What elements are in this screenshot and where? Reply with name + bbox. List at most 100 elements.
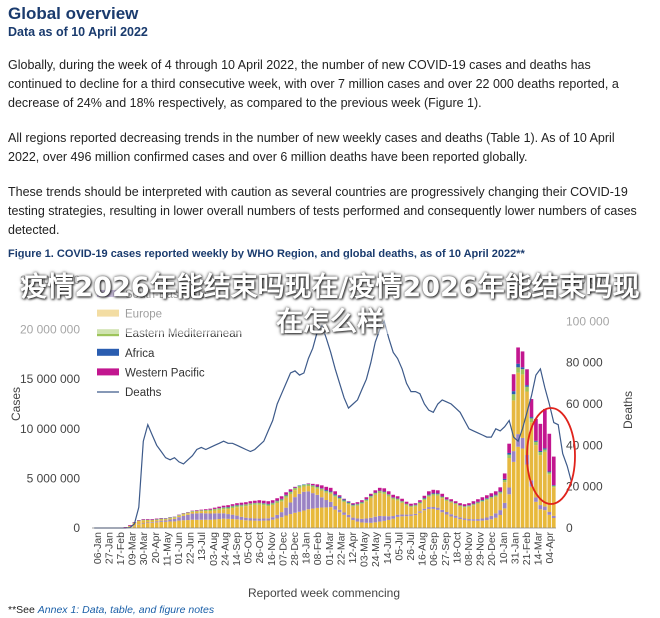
- bar-south-east-asia: [279, 512, 284, 518]
- bar-europe: [489, 498, 494, 516]
- bar-africa: [493, 494, 498, 496]
- bar-western-pacific: [377, 487, 382, 491]
- bar-africa: [431, 493, 436, 495]
- bar-eastern-mediterranean: [181, 513, 186, 515]
- bar-western-pacific: [458, 503, 462, 506]
- bar-americas: [261, 520, 266, 528]
- bar-europe: [190, 511, 195, 514]
- bar-western-pacific: [279, 496, 284, 499]
- paragraph-weekly-trend: Globally, during the week of 4 through 1…: [8, 58, 619, 110]
- bar-americas: [520, 448, 525, 528]
- bar-europe: [453, 504, 458, 516]
- bar-eastern-mediterranean: [404, 504, 409, 506]
- bar-europe: [279, 501, 284, 513]
- bar-americas: [498, 514, 503, 528]
- annex-link[interactable]: Annex 1: Data, table, and figure notes: [37, 604, 215, 616]
- bar-eastern-mediterranean: [235, 505, 239, 508]
- bar-europe: [485, 500, 489, 518]
- bar-americas: [181, 520, 186, 528]
- bar-africa: [435, 493, 440, 495]
- bar-europe: [431, 495, 436, 507]
- bar-europe: [480, 501, 485, 519]
- bar-americas: [489, 519, 494, 528]
- bar-americas: [476, 520, 480, 528]
- bar-americas: [471, 520, 476, 528]
- bar-western-pacific: [342, 498, 346, 500]
- bar-western-pacific: [270, 500, 275, 503]
- bar-europe: [355, 505, 360, 519]
- bar-south-east-asia: [453, 515, 458, 518]
- bar-western-pacific: [422, 495, 427, 499]
- bar-americas: [529, 486, 534, 528]
- bar-europe: [257, 504, 262, 519]
- x-axis-label: Reported week commencing: [248, 586, 400, 600]
- bar-eastern-mediterranean: [422, 498, 427, 500]
- bar-americas: [400, 516, 404, 528]
- bar-eastern-mediterranean: [328, 492, 333, 494]
- y-tick-label: 0: [73, 521, 80, 535]
- bar-eastern-mediterranean: [467, 505, 471, 507]
- bar-south-east-asia: [190, 513, 195, 520]
- paragraph-caution-note: These trends should be interpreted with …: [8, 185, 637, 237]
- bar-eastern-mediterranean: [538, 451, 543, 456]
- bar-americas: [360, 522, 364, 528]
- bar-south-east-asia: [150, 522, 155, 523]
- bar-south-east-asia: [498, 510, 503, 515]
- bar-africa: [418, 501, 422, 503]
- bar-americas: [297, 511, 302, 528]
- bar-africa: [288, 491, 293, 493]
- bar-americas: [257, 520, 262, 528]
- bar-africa: [422, 498, 427, 499]
- bar-south-east-asia: [382, 516, 387, 521]
- bar-eastern-mediterranean: [230, 506, 235, 508]
- bar-europe: [154, 520, 159, 522]
- bar-americas: [244, 520, 248, 528]
- bar-americas: [355, 521, 360, 528]
- bar-americas: [377, 521, 382, 528]
- bar-americas: [145, 523, 150, 528]
- bar-eastern-mediterranean: [400, 501, 404, 503]
- bar-eastern-mediterranean: [346, 502, 351, 505]
- x-tick-label: 21-Feb: [521, 532, 533, 565]
- bar-south-east-asia: [324, 500, 329, 508]
- bar-western-pacific: [534, 418, 538, 441]
- bar-western-pacific: [253, 500, 257, 503]
- bar-western-pacific: [212, 507, 217, 509]
- x-tick-label: 26-Oct: [254, 532, 266, 564]
- bar-americas: [431, 508, 436, 528]
- x-tick-label: 29-Nov: [475, 531, 487, 566]
- bar-eastern-mediterranean: [520, 369, 525, 375]
- bar-africa: [333, 494, 337, 496]
- bar-americas: [409, 515, 413, 528]
- bar-europe: [261, 505, 266, 519]
- bar-south-east-asia: [293, 497, 297, 513]
- bar-south-east-asia: [431, 506, 436, 509]
- x-tick-label: 05-Oct: [243, 532, 255, 564]
- x-tick-label: 06-Jan: [92, 532, 104, 564]
- bar-south-east-asia: [364, 518, 369, 523]
- bar-south-east-asia: [435, 507, 440, 510]
- bar-western-pacific: [261, 500, 266, 504]
- bar-south-east-asia: [346, 514, 351, 518]
- x-tick-label: 30-Mar: [138, 532, 150, 566]
- bar-eastern-mediterranean: [315, 486, 320, 489]
- bar-western-pacific: [538, 423, 543, 451]
- bar-eastern-mediterranean: [507, 454, 511, 459]
- bar-eastern-mediterranean: [444, 499, 449, 501]
- bar-africa: [270, 502, 275, 504]
- bar-europe: [529, 422, 534, 481]
- bar-americas: [547, 514, 552, 528]
- bar-series-group: [119, 347, 556, 528]
- bar-africa: [476, 501, 480, 503]
- bar-western-pacific: [386, 491, 391, 495]
- x-tick-label: 20-Dec: [486, 532, 498, 566]
- bar-americas: [172, 521, 177, 528]
- bar-europe: [199, 511, 204, 514]
- bar-western-pacific: [360, 500, 364, 502]
- y2-tick-label: 60 000: [566, 397, 603, 411]
- bar-eastern-mediterranean: [543, 449, 547, 452]
- bar-south-east-asia: [413, 513, 418, 516]
- bar-eastern-mediterranean: [337, 497, 342, 500]
- bar-south-east-asia: [342, 512, 346, 515]
- bar-europe: [498, 493, 503, 511]
